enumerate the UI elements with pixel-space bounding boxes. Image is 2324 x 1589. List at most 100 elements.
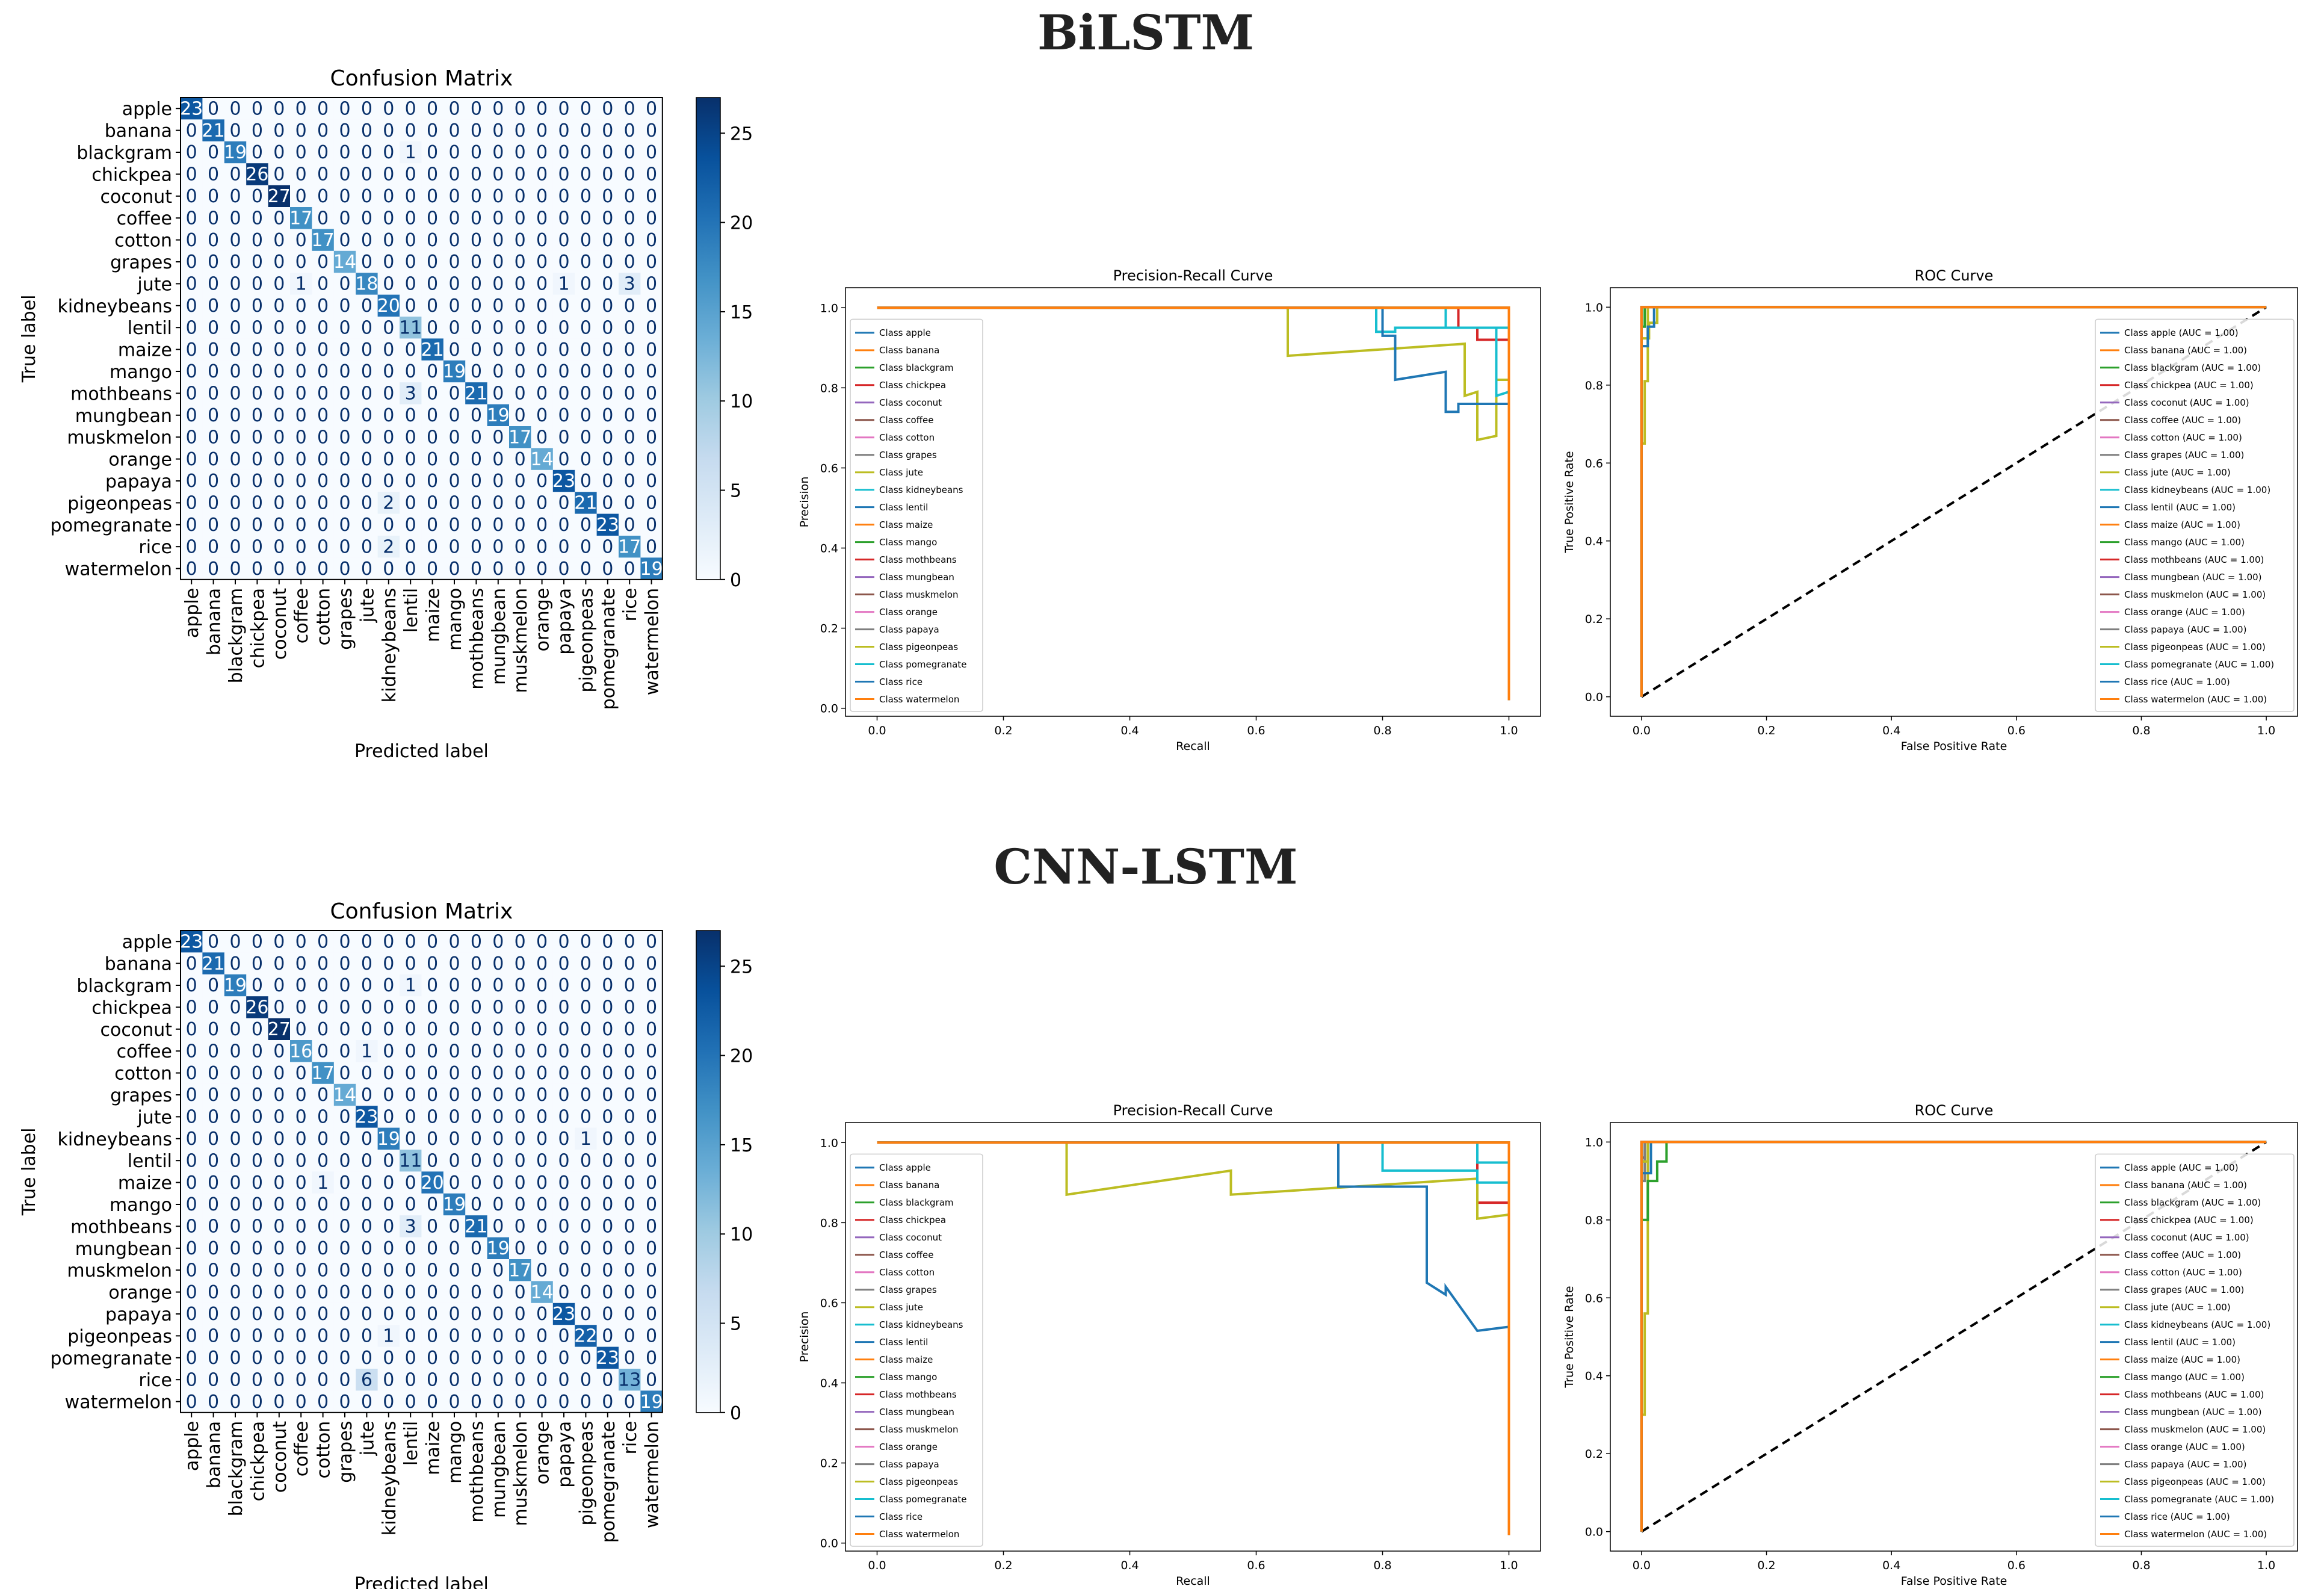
cell-value: 0 bbox=[383, 1304, 394, 1325]
heatmap-cell bbox=[531, 185, 554, 208]
x-tick-label: 0.2 bbox=[1757, 724, 1775, 737]
legend-entry: Class pomegranate bbox=[879, 1494, 966, 1505]
heatmap-cell bbox=[421, 141, 444, 164]
heatmap-cell bbox=[443, 250, 466, 273]
cell-value: 0 bbox=[317, 405, 329, 426]
legend-entry: Class apple (AUC = 1.00) bbox=[2124, 1162, 2239, 1173]
cell-value: 0 bbox=[515, 953, 526, 974]
legend-box bbox=[850, 318, 983, 712]
cell-value: 0 bbox=[273, 142, 285, 163]
heatmap-cell bbox=[290, 360, 312, 383]
heatmap-cell bbox=[181, 360, 203, 383]
heatmap-cell bbox=[619, 360, 641, 383]
cell-value: 0 bbox=[624, 931, 635, 952]
cell-value: 0 bbox=[427, 252, 438, 273]
cell-value: 0 bbox=[580, 339, 592, 361]
x-tick-label: 0.6 bbox=[1247, 1559, 1265, 1572]
cell-value: 0 bbox=[229, 997, 241, 1018]
x-tick-label: cotton bbox=[314, 588, 335, 646]
heatmap-cell bbox=[487, 250, 510, 273]
cell-value: 0 bbox=[536, 975, 548, 996]
y-tick-label: 0.4 bbox=[820, 1377, 838, 1390]
cell-value: 0 bbox=[273, 975, 285, 996]
cell-value: 0 bbox=[471, 536, 482, 557]
cell-value: 0 bbox=[361, 1019, 372, 1040]
colorbar-tick-label: 20 bbox=[730, 213, 753, 234]
legend-entry: Class papaya bbox=[879, 1459, 939, 1470]
cell-value: 0 bbox=[492, 1304, 504, 1325]
cell-value: 0 bbox=[208, 559, 219, 580]
legend-entry: Class muskmelon bbox=[879, 589, 959, 600]
heatmap-cell bbox=[619, 294, 641, 317]
cell-value: 0 bbox=[536, 317, 548, 338]
cell-value: 0 bbox=[229, 361, 241, 382]
heatmap-cell bbox=[377, 250, 400, 273]
colorbar-tick-label: 25 bbox=[730, 123, 753, 144]
cell-value: 0 bbox=[558, 975, 569, 996]
cell-value: 0 bbox=[273, 1304, 285, 1325]
cell-value: 21 bbox=[574, 493, 597, 514]
heatmap-cell bbox=[400, 163, 422, 186]
y-axis-label: Precision bbox=[798, 1312, 811, 1363]
cell-value: 0 bbox=[646, 975, 657, 996]
cell-value: 0 bbox=[273, 1392, 285, 1413]
cell-value: 0 bbox=[339, 383, 350, 404]
x-tick-label: 0.6 bbox=[2007, 1559, 2026, 1572]
cell-value: 0 bbox=[208, 296, 219, 317]
cell-value: 0 bbox=[558, 1063, 569, 1084]
cell-value: 0 bbox=[405, 449, 416, 470]
cell-value: 0 bbox=[295, 1348, 307, 1369]
cell-value: 0 bbox=[361, 449, 372, 470]
cell-value: 0 bbox=[602, 975, 613, 996]
cell-value: 0 bbox=[317, 296, 329, 317]
colorbar-tick-label: 25 bbox=[730, 956, 753, 977]
heatmap-cell bbox=[246, 294, 269, 317]
x-axis-label: Predicted label bbox=[354, 741, 489, 762]
cell-value: 0 bbox=[646, 142, 657, 163]
cell-value: 0 bbox=[339, 493, 350, 514]
heatmap-cell bbox=[290, 185, 312, 208]
y-tick-label: pigeonpeas bbox=[67, 1326, 172, 1347]
cell-value: 0 bbox=[405, 252, 416, 273]
cell-value: 0 bbox=[515, 515, 526, 536]
y-tick-label: 0.0 bbox=[820, 702, 838, 716]
cell-value: 0 bbox=[383, 1238, 394, 1259]
cell-value: 0 bbox=[536, 1304, 548, 1325]
x-tick-label: muskmelon bbox=[510, 1421, 531, 1526]
cell-value: 0 bbox=[252, 405, 263, 426]
cell-value: 0 bbox=[186, 559, 197, 580]
cell-value: 0 bbox=[580, 361, 592, 382]
cell-value: 0 bbox=[536, 1392, 548, 1413]
cell-value: 0 bbox=[208, 1129, 219, 1150]
heatmap-cell bbox=[443, 229, 466, 252]
cell-value: 0 bbox=[295, 997, 307, 1018]
cell-value: 0 bbox=[339, 1150, 350, 1171]
cell-value: 0 bbox=[471, 98, 482, 119]
cell-value: 0 bbox=[186, 1085, 197, 1106]
cell-value: 0 bbox=[580, 931, 592, 952]
cell-value: 0 bbox=[580, 230, 592, 251]
cell-value: 0 bbox=[492, 997, 504, 1018]
cell-value: 0 bbox=[427, 1194, 438, 1215]
cell-value: 0 bbox=[580, 471, 592, 492]
cell-value: 0 bbox=[515, 317, 526, 338]
legend-entry: Class lentil bbox=[879, 502, 928, 513]
cell-value: 0 bbox=[646, 1282, 657, 1303]
cell-value: 0 bbox=[471, 120, 482, 141]
heatmap-cell bbox=[487, 294, 510, 317]
legend-entry: Class orange (AUC = 1.00) bbox=[2124, 1442, 2245, 1452]
cell-value: 0 bbox=[273, 1282, 285, 1303]
x-tick-label: banana bbox=[204, 588, 225, 655]
cell-value: 0 bbox=[339, 471, 350, 492]
cell-value: 0 bbox=[317, 361, 329, 382]
cell-value: 0 bbox=[427, 120, 438, 141]
cell-value: 0 bbox=[383, 1260, 394, 1281]
y-tick-label: 0.4 bbox=[820, 542, 838, 556]
cell-value: 0 bbox=[471, 1150, 482, 1171]
cell-value: 0 bbox=[383, 449, 394, 470]
heatmap-cell bbox=[202, 382, 225, 405]
y-tick-label: 0.8 bbox=[1585, 1214, 1603, 1227]
cell-value: 0 bbox=[208, 208, 219, 229]
cell-value: 0 bbox=[602, 1041, 613, 1062]
